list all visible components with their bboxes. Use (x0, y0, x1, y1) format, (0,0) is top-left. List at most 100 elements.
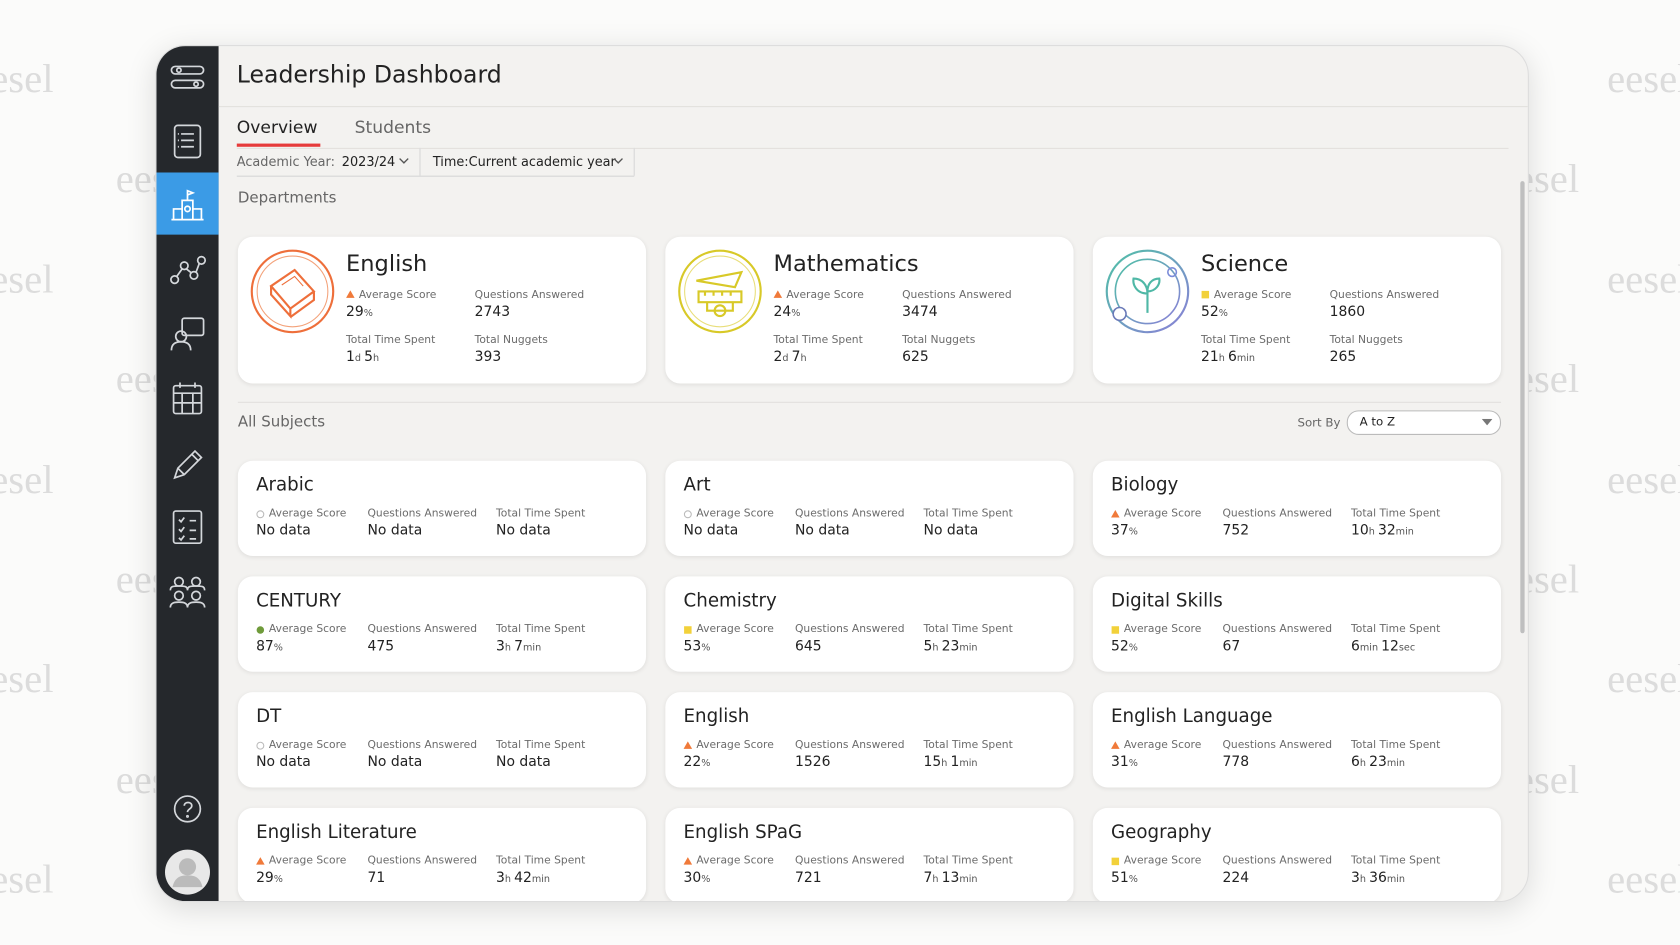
stat-label: Average Score (696, 739, 774, 752)
subject-name: Biology (1111, 474, 1179, 497)
stat-value: 21h 6min (1201, 349, 1256, 366)
stat-label: Questions Answered (794, 854, 905, 867)
department-card[interactable]: English Average Score Questions Answered To… (237, 236, 647, 384)
stat-label: Total Time Spent (923, 623, 1013, 636)
stat-label: Total Time Spent (923, 854, 1013, 867)
stat-value: No data (683, 522, 739, 539)
stat-value: 53% (683, 638, 711, 655)
status-marker (683, 741, 693, 749)
stat-value: 224 (1222, 869, 1250, 887)
stat-label: Total Time Spent (923, 507, 1013, 520)
subject-name: Arabic (256, 474, 314, 497)
stat-label: Average Score (268, 623, 347, 636)
tab[interactable]: Overview (236, 116, 318, 138)
stat-value: 625 (902, 349, 929, 366)
active-nav (156, 172, 219, 235)
tab[interactable]: Students (354, 116, 432, 138)
stat-label: Average Score (1123, 854, 1202, 867)
stat-value: 51% (1111, 869, 1138, 887)
stat-value: 30% (683, 869, 711, 887)
watermark: eesel (0, 56, 54, 102)
subject-card[interactable]: Arabic Average Score Questions Answered Tot… (237, 460, 647, 557)
status-marker (1111, 509, 1120, 518)
stat-label: Total Time Spent (773, 334, 863, 347)
stat-label: Total Time Spent (1201, 334, 1291, 347)
stat-value: 29% (346, 304, 373, 321)
status-marker (1111, 741, 1120, 749)
time-select[interactable]: Time:Current academic year (432, 154, 616, 170)
subject-card[interactable]: English Average Score Questions Answered To… (665, 692, 1074, 788)
stat-label: Average Score (268, 739, 347, 752)
stat-label: Questions Answered (794, 623, 905, 636)
stat-label: Average Score (268, 507, 347, 520)
subject-card[interactable]: Digital Skills Average Score Questions Ans… (1092, 576, 1502, 672)
watermark: eesel (0, 857, 54, 903)
stat-label: Total Time Spent (496, 623, 586, 636)
stat-value: 475 (367, 638, 395, 655)
section-title: Departments (237, 189, 337, 207)
subject-card[interactable]: English Literature Average Score Questions… (237, 807, 647, 902)
subject-card[interactable]: English SPaG Average Score Questions Answe… (665, 807, 1074, 902)
stat-label: Questions Answered (794, 739, 905, 752)
stat-label: Average Score (1123, 623, 1202, 636)
stat-value: No data (256, 522, 311, 539)
scrollbar (1520, 181, 1525, 634)
year-select[interactable]: 2023/24 (341, 154, 396, 170)
section-title: All Subjects (237, 413, 326, 431)
stat-value: 6h 23min (1351, 754, 1406, 771)
stat-label: Questions Answered (1222, 854, 1333, 867)
subject-card[interactable]: English Language Average Score Questions A… (1092, 692, 1502, 788)
stat-label: Average Score (786, 289, 864, 302)
department-card[interactable]: Mathematics Average Score Questions Answer… (665, 236, 1074, 384)
status-marker (1201, 290, 1210, 299)
status-marker (256, 741, 265, 750)
stat-value: 265 (1329, 349, 1357, 366)
stat-value: 5h 23min (923, 638, 978, 655)
subject-card[interactable]: Chemistry Average Score Questions Answered… (665, 576, 1074, 672)
sort-value: A to Z (1359, 414, 1396, 429)
stat-value: 3h 7min (496, 638, 542, 655)
watermark: eesel (0, 257, 54, 303)
stat-label: Questions Answered (1222, 507, 1333, 520)
subject-name: CENTURY (256, 590, 341, 612)
stat-value: 1d 5h (346, 349, 380, 366)
status-marker (256, 510, 265, 519)
stat-value: 393 (474, 349, 502, 366)
subject-card[interactable]: Biology Average Score Questions Answered To… (1092, 460, 1502, 557)
subject-card[interactable]: CENTURY Average Score Questions Answered To… (237, 576, 647, 672)
stat-label: Questions Answered (474, 289, 585, 302)
stat-value: 6min 12sec (1351, 638, 1416, 655)
stat-label: Questions Answered (367, 623, 478, 636)
stat-label: Average Score (358, 289, 437, 302)
stat-label: Average Score (696, 854, 774, 867)
stat-label: Average Score (696, 623, 774, 636)
watermark: eesel (1607, 257, 1680, 303)
nav-icons[interactable] (156, 46, 218, 901)
department-name: English (346, 250, 428, 277)
subject-card[interactable]: DT Average Score Questions Answered Total T… (237, 692, 647, 788)
stat-label: Average Score (696, 507, 774, 520)
stat-value: 37% (1111, 522, 1138, 539)
subject-card[interactable]: Art Average Score Questions Answered Total … (665, 460, 1074, 557)
stat-label: Total Time Spent (923, 739, 1013, 752)
department-icon (678, 249, 762, 334)
department-card[interactable]: Science Average Score Questions Answered To… (1092, 236, 1502, 384)
sort-select[interactable]: A to Z (1346, 410, 1502, 435)
stat-label: Average Score (1123, 739, 1202, 752)
stat-value: 31% (1111, 754, 1138, 771)
status-marker (256, 626, 265, 634)
status-marker (684, 626, 692, 634)
stat-value: 52% (1201, 304, 1228, 321)
stat-label: Total Nuggets (474, 334, 548, 347)
stat-value: 752 (1222, 522, 1250, 539)
stat-value: 2743 (474, 304, 511, 321)
stat-value: No data (367, 522, 423, 539)
subject-name: Geography (1111, 821, 1212, 844)
stat-label: Total Time Spent (346, 334, 436, 347)
stat-value: 10h 32min (1351, 522, 1414, 539)
stat-label: Questions Answered (1222, 739, 1333, 752)
active-tab-underline (236, 143, 321, 147)
subject-card[interactable]: Geography Average Score Questions Answered… (1092, 807, 1502, 902)
